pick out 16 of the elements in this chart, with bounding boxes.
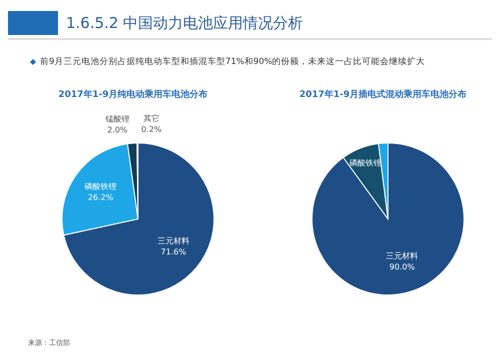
chart-title: 2017年1-9月纯电动乘用车电池分布 <box>57 88 209 102</box>
data-label: 71.6% <box>160 248 187 257</box>
pie-slice <box>312 142 464 296</box>
slice-label: 三元材料 <box>386 251 418 260</box>
slice-label: 磷酸铁锂 <box>84 182 117 191</box>
text: 1.6.5.2 中国动力电池应用情况分析 <box>66 14 304 32</box>
data-label: 26.2% <box>88 192 114 202</box>
text: 前9月三元电池分别占据纯电动车型和插混车型71%和90%的份额，未来这一占比可能会继续扩大 <box>40 56 426 68</box>
pie-slice <box>63 142 214 296</box>
data-label: 0.2% <box>141 125 162 134</box>
slice-label: 锰酸锂 <box>104 114 130 124</box>
data-label: 90.0% <box>389 262 416 272</box>
slice-label: 其它 <box>143 114 160 123</box>
data-label: 2.0% <box>107 125 128 134</box>
chart-title: 2017年1-9月插电式混动乘用车电池分布 <box>298 88 468 102</box>
slice-label: 三元材料 <box>158 236 190 246</box>
